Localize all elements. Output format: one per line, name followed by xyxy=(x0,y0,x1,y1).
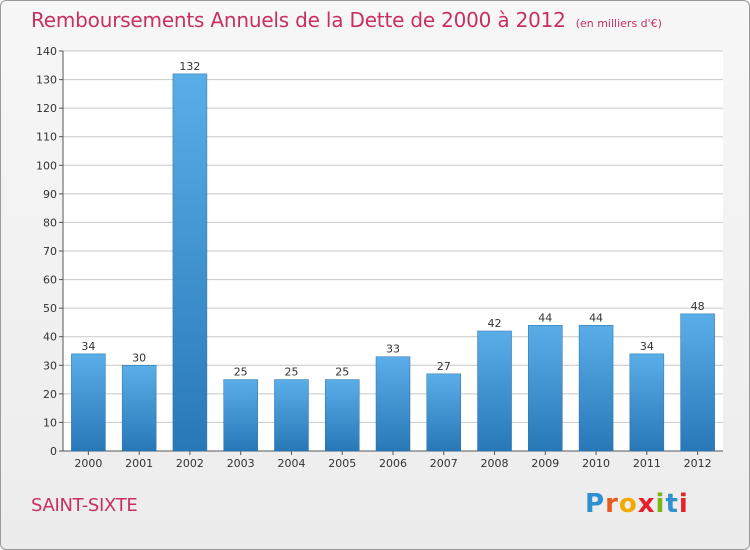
y-tick-label: 60 xyxy=(43,274,57,287)
proxiti-logo: Proxiti xyxy=(585,489,689,519)
y-tick-label: 20 xyxy=(43,388,57,401)
x-tick-label: 2012 xyxy=(684,457,712,470)
data-label: 25 xyxy=(284,366,298,379)
y-tick-label: 10 xyxy=(43,416,57,429)
y-tick-label: 30 xyxy=(43,359,57,372)
data-label: 30 xyxy=(132,351,146,364)
data-label: 48 xyxy=(691,300,705,313)
x-tick-label: 2007 xyxy=(430,457,458,470)
chart-title: Remboursements Annuels de la Dette de 20… xyxy=(31,8,566,32)
data-label: 25 xyxy=(234,366,248,379)
y-tick-label: 100 xyxy=(36,159,57,172)
y-tick-label: 50 xyxy=(43,302,57,315)
bar xyxy=(324,379,360,452)
bar xyxy=(71,353,106,452)
x-tick-label: 2005 xyxy=(328,457,356,470)
logo-letter: x xyxy=(637,489,656,519)
data-label: 25 xyxy=(335,366,349,379)
bar xyxy=(223,379,258,452)
y-tick-label: 70 xyxy=(43,245,57,258)
y-tick-label: 120 xyxy=(36,102,57,115)
data-label: 132 xyxy=(179,60,200,73)
y-tick-label: 130 xyxy=(36,74,57,87)
commune-name: SAINT-SIXTE xyxy=(31,495,138,516)
x-tick-label: 2004 xyxy=(277,457,305,470)
y-tick-label: 0 xyxy=(50,445,57,458)
bar xyxy=(477,330,512,452)
x-tick-label: 2002 xyxy=(176,457,204,470)
data-label: 42 xyxy=(488,317,502,330)
bar xyxy=(426,373,462,452)
logo-letter: o xyxy=(618,489,638,519)
logo-letter: i xyxy=(655,489,666,519)
x-tick-label: 2008 xyxy=(481,457,509,470)
bar xyxy=(121,365,157,452)
logo-letter: t xyxy=(665,489,679,519)
data-label: 33 xyxy=(386,343,400,356)
y-tick-label: 140 xyxy=(36,45,57,58)
logo-letter: i xyxy=(678,489,689,519)
bar xyxy=(274,379,309,452)
bar xyxy=(172,73,208,452)
chart-subtitle: (en milliers d'€) xyxy=(575,17,662,30)
x-tick-label: 2006 xyxy=(379,457,407,470)
x-tick-label: 2003 xyxy=(227,457,255,470)
x-tick-label: 2000 xyxy=(74,457,102,470)
logo-letter: P xyxy=(585,489,606,519)
data-label: 44 xyxy=(589,311,603,324)
data-label: 34 xyxy=(81,340,95,353)
y-tick-label: 90 xyxy=(43,188,57,201)
x-tick-label: 2001 xyxy=(125,457,153,470)
bar xyxy=(578,325,614,452)
x-tick-label: 2010 xyxy=(582,457,610,470)
x-tick-label: 2011 xyxy=(633,457,661,470)
logo-letter: r xyxy=(605,489,619,519)
data-label: 27 xyxy=(437,360,451,373)
data-label: 44 xyxy=(538,311,552,324)
y-tick-label: 110 xyxy=(36,131,57,144)
data-label: 34 xyxy=(640,340,654,353)
bar xyxy=(629,353,665,452)
title-row: Remboursements Annuels de la Dette de 20… xyxy=(31,8,662,32)
bar xyxy=(375,356,411,452)
y-tick-label: 80 xyxy=(43,216,57,229)
x-tick-label: 2009 xyxy=(531,457,559,470)
y-tick-label: 40 xyxy=(43,331,57,344)
bar xyxy=(680,313,715,452)
bar xyxy=(528,325,563,452)
